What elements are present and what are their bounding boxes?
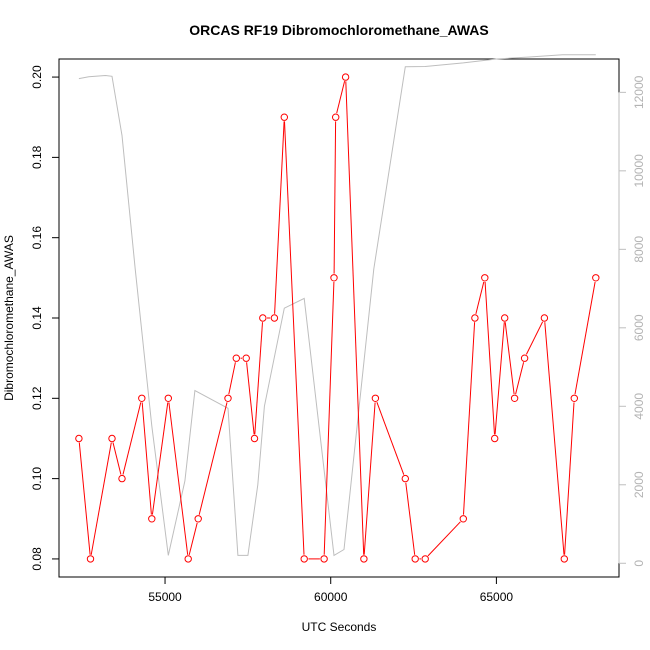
series-left-segment [274, 121, 285, 314]
data-point [300, 555, 308, 563]
data-point [280, 113, 288, 121]
y2-tick-label: 8000 [632, 236, 646, 263]
series-left-segment [363, 402, 376, 555]
series-left-segment [112, 442, 122, 475]
data-point [118, 474, 126, 483]
data-point [491, 434, 499, 443]
data-point [371, 394, 380, 402]
data-point [332, 113, 340, 121]
data-point [270, 314, 279, 322]
series-left-segment [544, 322, 565, 555]
y-tick-label: 0.16 [30, 226, 44, 250]
data-point [520, 354, 529, 362]
y2-tick-label: 4000 [632, 393, 646, 420]
data-point [250, 434, 259, 443]
data-point [86, 555, 95, 563]
y2-tick-label: 10000 [632, 154, 646, 188]
x-tick-label: 55000 [148, 590, 182, 604]
series-left-segment [475, 281, 485, 315]
series-left-segment [122, 402, 142, 475]
data-point [330, 274, 338, 282]
series-left-segment [463, 322, 476, 515]
series-left-segment [515, 362, 525, 395]
y2-tick-label: 0 [632, 560, 646, 567]
data-point [421, 555, 429, 563]
data-point [592, 274, 600, 282]
series-left-segment [151, 402, 169, 515]
data-point [259, 314, 267, 322]
series-left-segment [90, 442, 112, 555]
series-right-line [78, 54, 596, 557]
series-left-segment [198, 402, 228, 515]
series-left-segment [376, 402, 405, 475]
y-tick-label: 0.14 [30, 306, 44, 330]
series-left-segment [254, 322, 263, 435]
y-tick-label: 0.20 [30, 65, 44, 89]
series-left-segment [284, 121, 305, 555]
y-tick-label: 0.10 [30, 467, 44, 491]
y-tick-label: 0.12 [30, 386, 44, 410]
data-point [184, 555, 192, 563]
series-left-segment [574, 281, 596, 395]
data-point [540, 314, 549, 322]
data-point [471, 314, 479, 322]
data-point [510, 394, 519, 402]
series-left-segment [141, 402, 152, 515]
series-left-segment [504, 322, 515, 395]
series-left-segment [336, 80, 346, 114]
series-left-segment [228, 362, 236, 395]
data-point [164, 394, 173, 402]
data-point [108, 434, 116, 443]
data-point [242, 354, 250, 362]
data-point [401, 474, 409, 483]
data-point [148, 515, 156, 523]
series-left-segment [405, 482, 416, 555]
y2-tick-label: 6000 [632, 314, 646, 341]
x-axis-label: UTC Seconds [302, 620, 377, 634]
chart-title: ORCAS RF19 Dibromochloromethane_AWAS [189, 22, 489, 38]
series-left-segment [345, 81, 365, 555]
data-point [570, 394, 578, 402]
series-left-segment [484, 281, 495, 435]
series-left-segment [564, 402, 575, 555]
x-tick-label: 60000 [314, 590, 348, 604]
series-left-segment [188, 522, 198, 556]
axes-layer: 55000 60000 650000.080.100.120.140.160.180… [30, 65, 646, 604]
y2-tick-label: 12000 [632, 75, 646, 109]
series-layer [75, 54, 600, 563]
y-tick-label: 0.08 [30, 547, 44, 571]
series-left-segment [525, 321, 544, 355]
data-point [459, 515, 467, 523]
data-point [194, 515, 202, 523]
y-axis-label: Dibromochloromethane_AWAS [2, 235, 16, 401]
series-left-segment [323, 281, 335, 555]
data-point [224, 394, 232, 402]
data-point [560, 555, 568, 563]
series-left-segment [333, 121, 337, 274]
data-point [341, 73, 350, 81]
x-tick-label: 65000 [480, 590, 514, 604]
y2-tick-label: 2000 [632, 471, 646, 498]
data-point [232, 354, 241, 362]
data-point [501, 314, 509, 322]
data-point [75, 434, 83, 443]
data-point [320, 555, 328, 563]
data-point [481, 274, 489, 282]
series-left-segment [168, 402, 189, 555]
data-point [411, 555, 419, 563]
y-tick-label: 0.18 [30, 145, 44, 169]
series-left-segment [246, 362, 255, 435]
data-point [360, 555, 368, 563]
series-left-segment [494, 322, 505, 435]
data-point [138, 394, 146, 402]
series-left-segment [78, 442, 91, 555]
series-left-segment [427, 521, 461, 557]
